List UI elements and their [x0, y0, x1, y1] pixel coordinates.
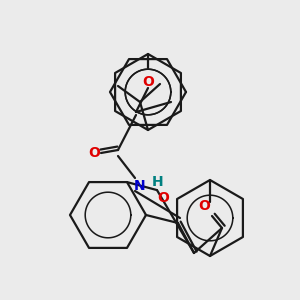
- Text: N: N: [134, 179, 146, 193]
- Text: H: H: [152, 175, 164, 189]
- Text: O: O: [198, 199, 210, 213]
- Text: O: O: [142, 75, 154, 89]
- Text: O: O: [157, 191, 169, 205]
- Text: O: O: [88, 146, 100, 160]
